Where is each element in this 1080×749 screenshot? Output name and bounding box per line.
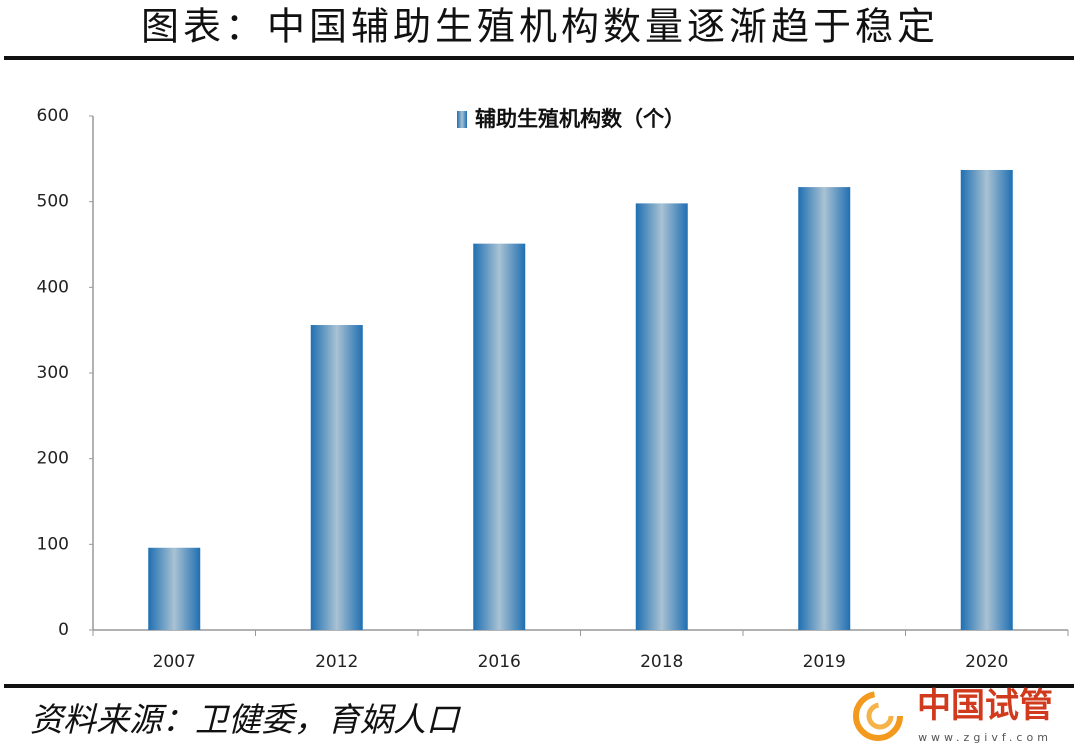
- x-tick-label: 2019: [803, 652, 846, 672]
- bar: [635, 203, 688, 630]
- watermark-url: www.zgivf.com: [918, 731, 1052, 744]
- title-rule: [4, 56, 1074, 60]
- y-tick-label: 0: [58, 620, 69, 640]
- bar: [798, 187, 851, 630]
- watermark-name: 中国试管: [917, 686, 1053, 726]
- logo: [866, 702, 894, 730]
- x-tick-label: 2012: [315, 652, 358, 672]
- y-tick-label: 600: [37, 106, 69, 126]
- bar: [310, 325, 363, 630]
- source-note: 资料来源：卫健委，育娲人口: [30, 700, 461, 739]
- y-tick-label: 100: [37, 534, 69, 554]
- y-tick-label: 200: [37, 449, 69, 469]
- footer-rule: [4, 684, 1074, 688]
- legend-label: 辅助生殖机构数（个）: [475, 107, 685, 131]
- bar: [148, 547, 201, 630]
- bar: [473, 243, 526, 631]
- bar: [960, 169, 1013, 630]
- x-tick-label: 2018: [640, 652, 683, 672]
- watermark: 中国试管 www.zgivf.com: [853, 686, 1053, 744]
- logo: [853, 691, 903, 741]
- x-tick-label: 2007: [153, 652, 196, 672]
- y-tick-label: 300: [37, 363, 69, 383]
- chart-title: 图表：中国辅助生殖机构数量逐渐趋于稳定: [141, 5, 939, 49]
- x-tick-label: 2016: [478, 652, 521, 672]
- y-tick-label: 400: [37, 277, 69, 297]
- legend-swatch: [457, 111, 467, 128]
- y-tick-label: 500: [37, 192, 69, 212]
- x-tick-label: 2020: [965, 652, 1008, 672]
